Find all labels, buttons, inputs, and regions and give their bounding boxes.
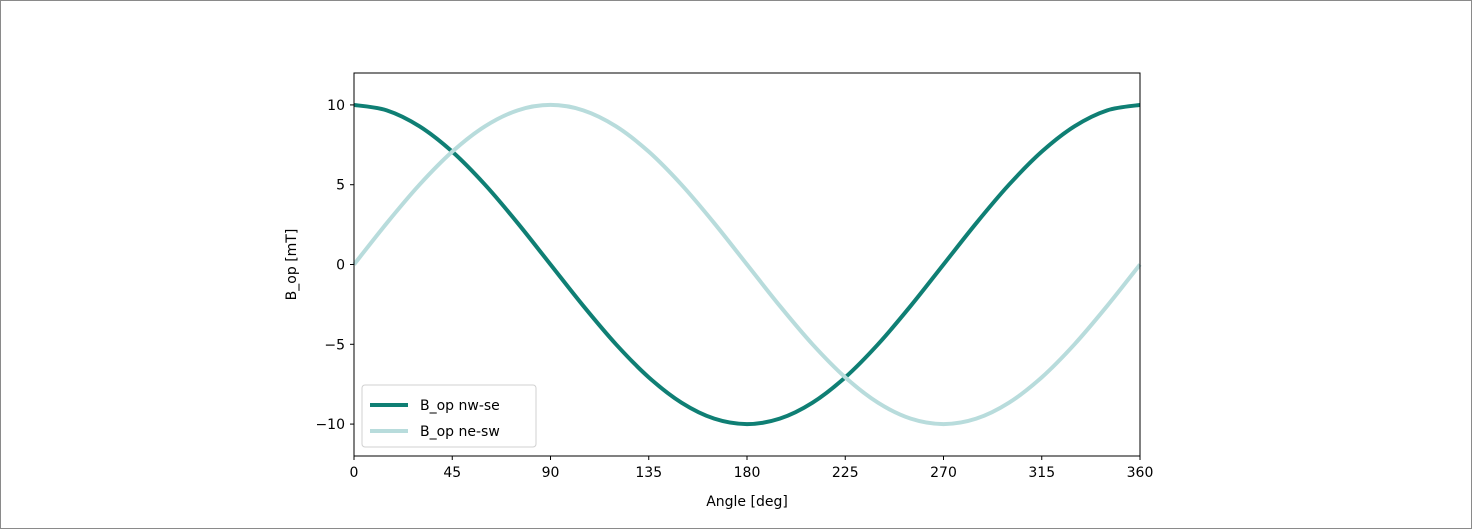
x-tick-label: 360 xyxy=(1127,465,1154,481)
series-line-1 xyxy=(353,102,1141,427)
y-axis-label: B_op [mT] xyxy=(284,229,300,301)
y-tick-label: −10 xyxy=(315,417,345,433)
y-tick-label: −5 xyxy=(324,337,345,353)
x-tick-label: 0 xyxy=(350,465,359,481)
y-tick-label: 10 xyxy=(327,98,345,114)
series-line-2 xyxy=(352,102,1142,427)
series-layer xyxy=(352,102,1142,427)
x-tick-label: 270 xyxy=(930,465,957,481)
y-axis: 10 5 0 −5 −10 xyxy=(315,98,354,433)
x-tick-label: 135 xyxy=(635,465,662,481)
x-axis-label: Angle [deg] xyxy=(706,494,788,510)
y-tick-label: 5 xyxy=(336,178,345,194)
legend-label-1: B_op nw-se xyxy=(420,398,500,414)
legend-label-2: B_op ne-sw xyxy=(420,424,500,440)
legend: B_op nw-se B_op ne-sw xyxy=(361,384,537,448)
x-tick-label: 315 xyxy=(1028,465,1055,481)
x-tick-label: 225 xyxy=(832,465,859,481)
x-tick-label: 45 xyxy=(443,465,461,481)
x-axis: 0 45 90 135 180 225 270 315 360 xyxy=(350,456,1154,481)
x-tick-label: 90 xyxy=(542,465,560,481)
x-tick-label: 180 xyxy=(734,465,761,481)
y-tick-label: 0 xyxy=(336,258,345,274)
